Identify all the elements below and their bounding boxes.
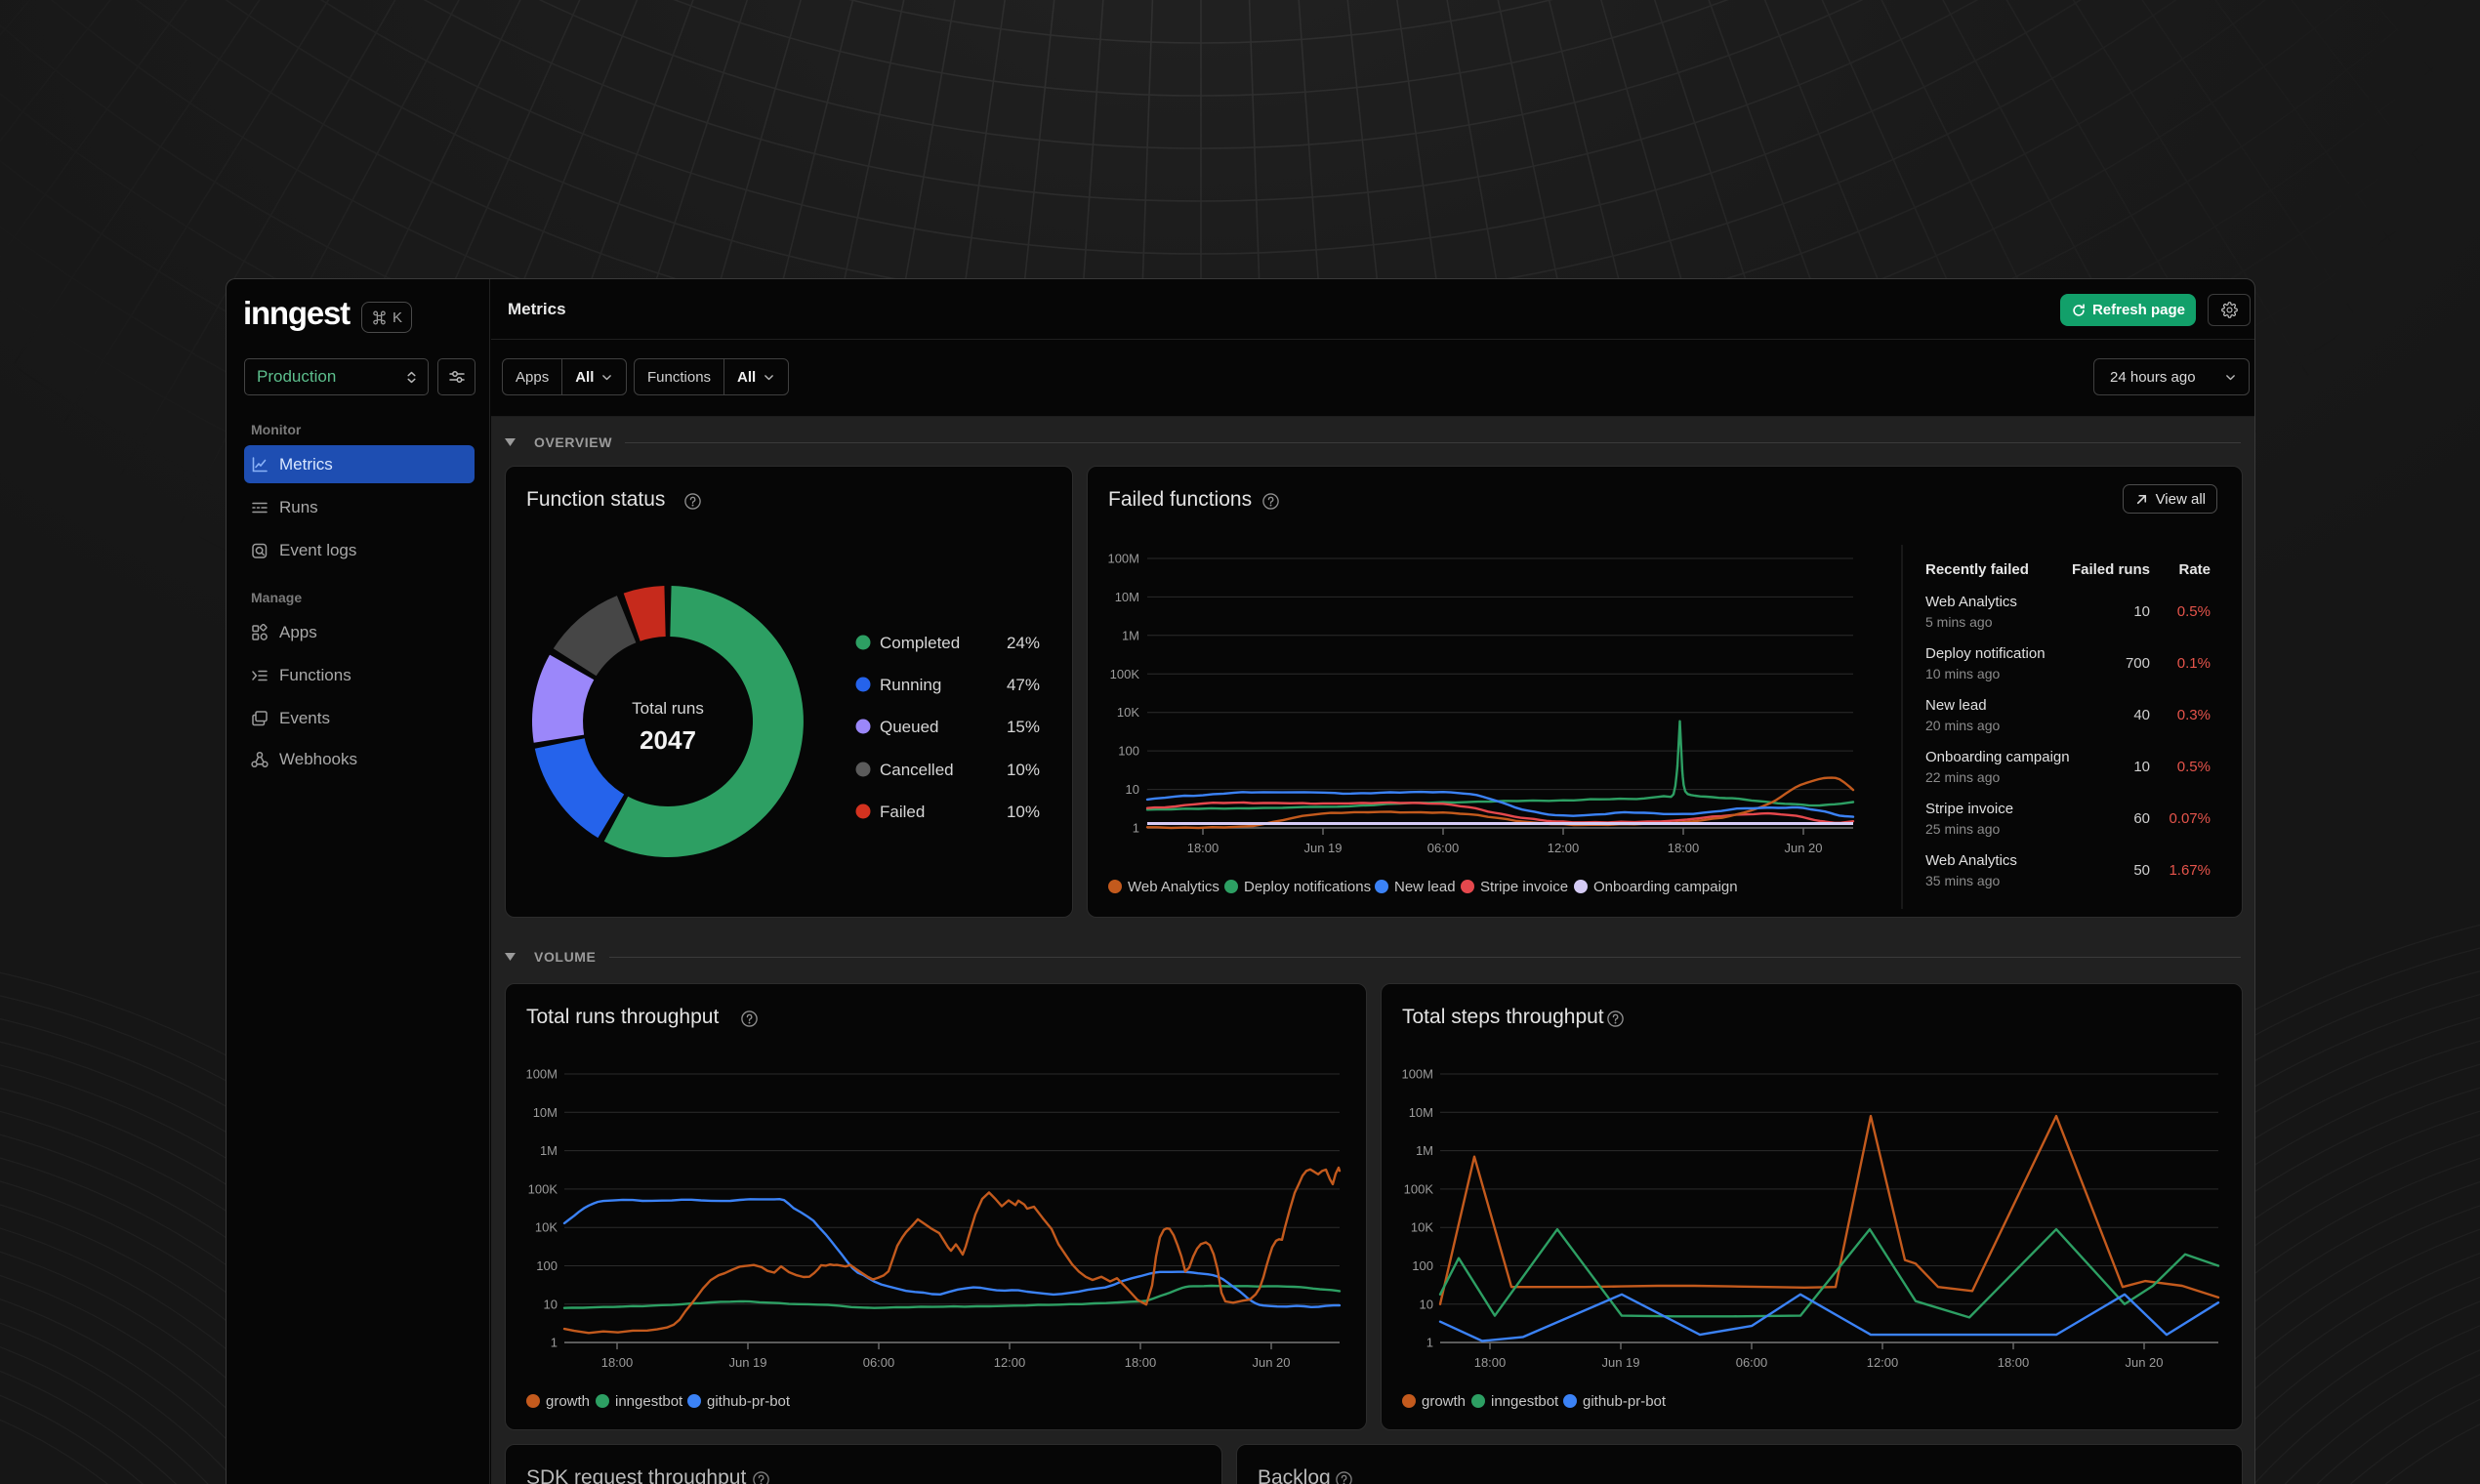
svg-text:1: 1: [1426, 1336, 1433, 1350]
svg-text:100K: 100K: [1404, 1181, 1434, 1196]
svg-text:5 mins ago: 5 mins ago: [1925, 614, 1993, 630]
svg-text:Stripe invoice: Stripe invoice: [1480, 879, 1568, 895]
svg-text:1M: 1M: [1416, 1143, 1433, 1158]
svg-text:Deploy notification: Deploy notification: [1925, 645, 2046, 662]
svg-text:10K: 10K: [1117, 705, 1139, 720]
svg-text:10: 10: [1126, 782, 1139, 797]
svg-text:18:00: 18:00: [1125, 1355, 1157, 1370]
svg-text:Cancelled: Cancelled: [880, 761, 954, 779]
svg-text:60: 60: [2133, 810, 2150, 827]
svg-text:Onboarding campaign: Onboarding campaign: [1593, 879, 1738, 895]
svg-text:growth: growth: [1422, 1393, 1466, 1410]
svg-text:15%: 15%: [1007, 718, 1040, 736]
svg-text:18:00: 18:00: [1474, 1355, 1507, 1370]
svg-text:Jun 20: Jun 20: [2125, 1355, 2163, 1370]
svg-text:10K: 10K: [1411, 1220, 1433, 1235]
svg-text:0.5%: 0.5%: [2177, 603, 2211, 620]
svg-text:10%: 10%: [1007, 803, 1040, 821]
svg-text:40: 40: [2133, 707, 2150, 723]
svg-text:inngestbot: inngestbot: [615, 1393, 683, 1410]
svg-text:100M: 100M: [1107, 552, 1139, 566]
svg-text:06:00: 06:00: [1736, 1355, 1768, 1370]
svg-text:10 mins ago: 10 mins ago: [1925, 666, 2000, 681]
svg-text:2047: 2047: [640, 725, 696, 755]
svg-text:Onboarding campaign: Onboarding campaign: [1925, 749, 2070, 765]
svg-text:06:00: 06:00: [863, 1355, 895, 1370]
svg-text:10M: 10M: [1409, 1105, 1433, 1120]
svg-text:Failed: Failed: [880, 803, 925, 821]
svg-text:github-pr-bot: github-pr-bot: [1583, 1393, 1667, 1410]
svg-text:100K: 100K: [1110, 667, 1140, 681]
svg-text:github-pr-bot: github-pr-bot: [707, 1393, 791, 1410]
svg-text:100M: 100M: [525, 1067, 558, 1082]
svg-text:10%: 10%: [1007, 761, 1040, 779]
svg-text:22 mins ago: 22 mins ago: [1925, 769, 2000, 785]
svg-text:10: 10: [1420, 1297, 1433, 1311]
svg-text:100K: 100K: [528, 1181, 558, 1196]
svg-text:47%: 47%: [1007, 676, 1040, 694]
svg-text:Total runs: Total runs: [632, 699, 704, 718]
svg-text:growth: growth: [546, 1393, 590, 1410]
svg-text:50: 50: [2133, 862, 2150, 879]
svg-text:Failed runs: Failed runs: [2072, 561, 2150, 578]
svg-text:Jun 20: Jun 20: [1784, 841, 1822, 855]
svg-text:New lead: New lead: [1925, 697, 1987, 714]
svg-text:Completed: Completed: [880, 634, 960, 652]
svg-text:Jun 20: Jun 20: [1252, 1355, 1290, 1370]
svg-text:18:00: 18:00: [1998, 1355, 2030, 1370]
svg-text:Web Analytics: Web Analytics: [1925, 852, 2017, 869]
svg-text:20 mins ago: 20 mins ago: [1925, 718, 2000, 733]
svg-text:10M: 10M: [1115, 590, 1139, 604]
svg-text:Jun 19: Jun 19: [1303, 841, 1342, 855]
svg-text:0.1%: 0.1%: [2177, 655, 2211, 672]
svg-text:Rate: Rate: [2178, 561, 2211, 578]
svg-text:inngestbot: inngestbot: [1491, 1393, 1559, 1410]
svg-text:18:00: 18:00: [1668, 841, 1700, 855]
svg-text:100: 100: [1412, 1258, 1433, 1273]
svg-text:100: 100: [536, 1258, 558, 1273]
svg-text:Jun 19: Jun 19: [728, 1355, 766, 1370]
svg-text:700: 700: [2126, 655, 2150, 672]
svg-text:12:00: 12:00: [994, 1355, 1026, 1370]
svg-text:06:00: 06:00: [1427, 841, 1460, 855]
svg-text:0.3%: 0.3%: [2177, 707, 2211, 723]
svg-text:Recently failed: Recently failed: [1925, 561, 2029, 578]
svg-text:10: 10: [2133, 759, 2150, 775]
svg-text:18:00: 18:00: [1187, 841, 1219, 855]
svg-text:Web Analytics: Web Analytics: [1128, 879, 1219, 895]
svg-text:10: 10: [2133, 603, 2150, 620]
svg-text:New lead: New lead: [1394, 879, 1456, 895]
svg-text:10: 10: [544, 1297, 558, 1311]
svg-text:Queued: Queued: [880, 718, 939, 736]
svg-text:10K: 10K: [535, 1220, 558, 1235]
svg-text:24%: 24%: [1007, 634, 1040, 652]
svg-text:Stripe invoice: Stripe invoice: [1925, 801, 2013, 817]
svg-text:100: 100: [1118, 744, 1139, 759]
svg-text:Deploy notifications: Deploy notifications: [1244, 879, 1371, 895]
svg-text:12:00: 12:00: [1548, 841, 1580, 855]
svg-text:18:00: 18:00: [601, 1355, 634, 1370]
svg-text:10M: 10M: [533, 1105, 558, 1120]
svg-text:Jun 19: Jun 19: [1601, 1355, 1639, 1370]
svg-text:1.67%: 1.67%: [2169, 862, 2211, 879]
svg-text:Running: Running: [880, 676, 941, 694]
svg-text:Web Analytics: Web Analytics: [1925, 594, 2017, 610]
svg-text:1: 1: [551, 1336, 558, 1350]
svg-text:25 mins ago: 25 mins ago: [1925, 821, 2000, 837]
svg-text:0.5%: 0.5%: [2177, 759, 2211, 775]
svg-text:1M: 1M: [540, 1143, 558, 1158]
svg-text:1: 1: [1133, 821, 1139, 836]
svg-text:12:00: 12:00: [1867, 1355, 1899, 1370]
svg-text:0.07%: 0.07%: [2169, 810, 2211, 827]
svg-text:1M: 1M: [1122, 628, 1139, 642]
svg-text:100M: 100M: [1401, 1067, 1433, 1082]
svg-text:35 mins ago: 35 mins ago: [1925, 873, 2000, 888]
